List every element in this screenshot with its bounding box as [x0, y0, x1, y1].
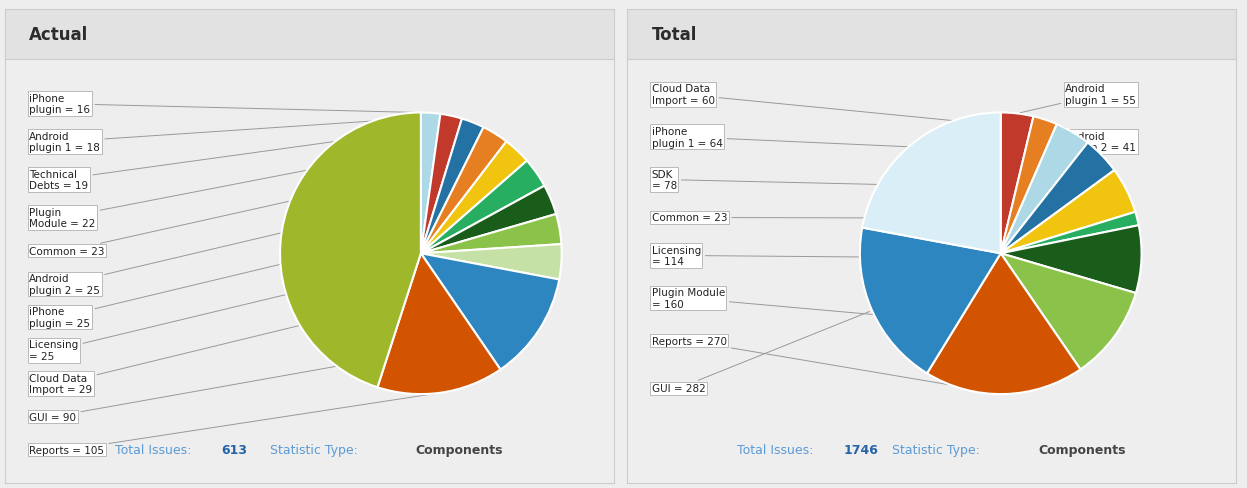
- Wedge shape: [420, 120, 484, 254]
- Bar: [5, 10, 614, 60]
- Wedge shape: [420, 254, 559, 370]
- Wedge shape: [420, 142, 527, 254]
- Text: iPhone
plugin 1 = 64: iPhone plugin 1 = 64: [652, 127, 1099, 156]
- Text: Android
plugin 2 = 25: Android plugin 2 = 25: [30, 174, 534, 295]
- Text: Cloud Data
Import = 60: Cloud Data Import = 60: [652, 84, 1070, 133]
- Text: Plugin
Module = 22: Plugin Module = 22: [30, 135, 493, 229]
- Text: Android
plugin 1 = 55: Android plugin 1 = 55: [1020, 84, 1136, 114]
- Text: Android
plugin 2 = 41: Android plugin 2 = 41: [1047, 122, 1136, 153]
- Text: Plugin Module
= 160: Plugin Module = 160: [652, 288, 1112, 336]
- Wedge shape: [1001, 212, 1139, 254]
- Bar: [627, 10, 1236, 60]
- Text: 1746: 1746: [843, 444, 878, 456]
- Text: Components: Components: [415, 444, 504, 456]
- Wedge shape: [927, 254, 1080, 394]
- Text: 613: 613: [221, 444, 247, 456]
- Wedge shape: [862, 113, 1001, 254]
- Wedge shape: [420, 162, 545, 254]
- Text: Statistic Type:: Statistic Type:: [880, 444, 984, 456]
- Text: Statistic Type:: Statistic Type:: [258, 444, 362, 456]
- Wedge shape: [420, 215, 561, 254]
- Wedge shape: [860, 228, 1001, 373]
- Text: Technical
Debts = 19: Technical Debts = 19: [30, 123, 470, 191]
- Wedge shape: [420, 115, 461, 254]
- Text: Common = 23: Common = 23: [652, 213, 1135, 223]
- Text: Cloud Data
Import = 29: Cloud Data Import = 29: [30, 263, 559, 394]
- Wedge shape: [1001, 117, 1056, 254]
- Wedge shape: [1001, 171, 1135, 254]
- Text: Total Issues:: Total Issues:: [737, 444, 817, 456]
- Wedge shape: [281, 113, 421, 387]
- Text: Common = 23: Common = 23: [30, 152, 515, 256]
- Text: Other = 325: Other = 325: [913, 147, 1057, 261]
- Wedge shape: [1001, 254, 1136, 369]
- Wedge shape: [420, 128, 506, 254]
- Wedge shape: [1001, 143, 1115, 254]
- Text: Reports = 105: Reports = 105: [30, 393, 438, 455]
- Text: Reports = 270: Reports = 270: [652, 336, 1001, 394]
- Text: iPhone
plugin = 16: iPhone plugin = 16: [30, 94, 428, 115]
- Wedge shape: [420, 186, 556, 254]
- Wedge shape: [1000, 113, 1034, 254]
- Wedge shape: [420, 244, 561, 280]
- Text: Actual: Actual: [30, 26, 89, 43]
- Text: Total: Total: [652, 26, 697, 43]
- Wedge shape: [1001, 226, 1141, 293]
- Wedge shape: [1001, 125, 1087, 254]
- Wedge shape: [378, 254, 500, 394]
- Text: Total Issues:: Total Issues:: [115, 444, 195, 456]
- Text: Other = 325: Other = 325: [284, 232, 545, 261]
- Text: Licensing
= 25: Licensing = 25: [30, 230, 557, 361]
- Text: GUI = 282: GUI = 282: [652, 312, 869, 393]
- Text: Android
plugin 1 = 18: Android plugin 1 = 18: [30, 117, 449, 153]
- Text: SDK
= 78: SDK = 78: [652, 169, 1124, 191]
- Text: iPhone
plugin = 25: iPhone plugin = 25: [30, 201, 549, 328]
- Text: GUI = 90: GUI = 90: [30, 331, 536, 422]
- Text: Components: Components: [1038, 444, 1126, 456]
- Text: Licensing
= 114: Licensing = 114: [652, 245, 1139, 266]
- Wedge shape: [420, 113, 440, 254]
